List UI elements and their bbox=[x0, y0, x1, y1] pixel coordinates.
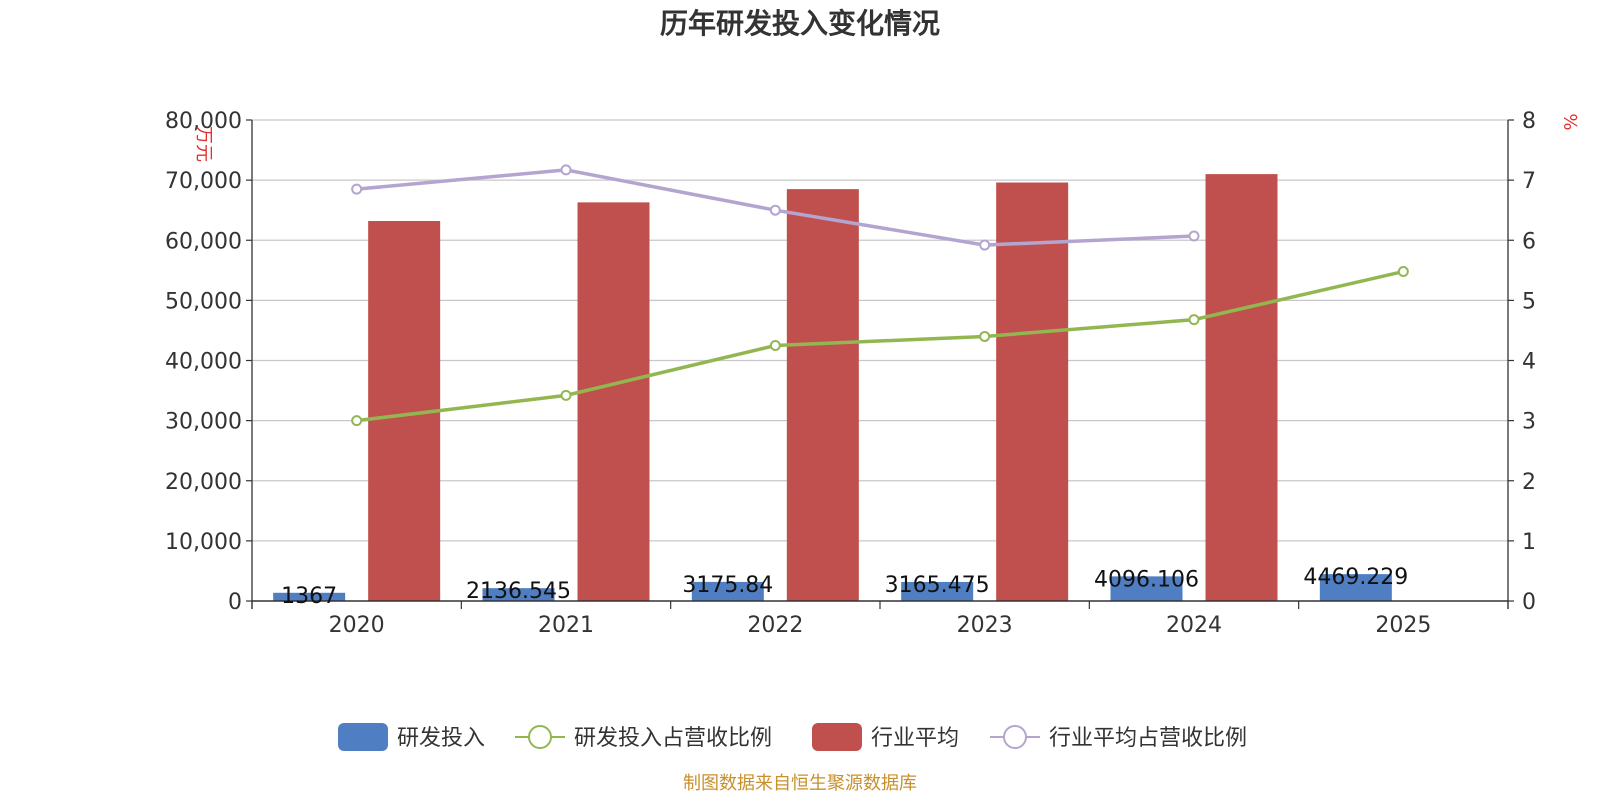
right-axis-tick-label: 5 bbox=[1522, 289, 1536, 314]
bars bbox=[273, 174, 1392, 602]
bar-2021 bbox=[577, 202, 650, 601]
line-point bbox=[351, 415, 363, 427]
bar-2023 bbox=[996, 182, 1069, 601]
chart-title: 历年研发投入变化情况 bbox=[660, 7, 940, 40]
data-label: 3175.84 bbox=[682, 573, 773, 598]
data-label: 4469.229 bbox=[1303, 565, 1408, 590]
left-axis-tick-label: 60,000 bbox=[165, 229, 242, 254]
bar-2020 bbox=[273, 592, 346, 601]
line-point bbox=[979, 239, 991, 251]
data-label: 3165.475 bbox=[885, 573, 990, 598]
left-axis-tick-label: 10,000 bbox=[165, 530, 242, 555]
bar-2023 bbox=[901, 581, 974, 601]
x-axis-tick-label: 2021 bbox=[538, 613, 594, 638]
legend-swatch bbox=[338, 723, 388, 751]
x-axis-tick-label: 2020 bbox=[329, 613, 385, 638]
line-point bbox=[1188, 314, 1200, 326]
left-axis-tick-label: 40,000 bbox=[165, 350, 242, 375]
bar-2022 bbox=[786, 189, 859, 602]
data-labels: 1367 2136.545 3175.84 3165.475 4096.106 4469.… bbox=[281, 565, 1408, 609]
right-axis-tick-label: 0 bbox=[1522, 590, 1536, 615]
series-line bbox=[356, 269, 1404, 423]
right-axis-tick-label: 3 bbox=[1522, 410, 1536, 435]
line-point bbox=[769, 339, 781, 351]
bar-2025 bbox=[1319, 574, 1392, 601]
line-point bbox=[1397, 266, 1409, 278]
left-axis-tick-label: 30,000 bbox=[165, 410, 242, 435]
bar-2022 bbox=[691, 581, 764, 601]
left-axis-tick-label: 0 bbox=[228, 590, 242, 615]
legend-label: 行业平均 bbox=[871, 726, 959, 751]
legend-label: 研发投入占营收比例 bbox=[574, 726, 772, 751]
right-axis-tick-label: 8 bbox=[1522, 109, 1536, 134]
source-note: 制图数据来自恒生聚源数据库 bbox=[683, 773, 917, 794]
x-axis-tick-label: 2023 bbox=[957, 613, 1013, 638]
left-axis-tick-label: 80,000 bbox=[165, 109, 242, 134]
legend-label: 研发投入 bbox=[397, 726, 485, 751]
x-axis-tick-label: 2024 bbox=[1166, 613, 1222, 638]
line-point bbox=[560, 164, 572, 176]
right-axis-tick-label: 2 bbox=[1522, 470, 1536, 495]
bar-2024 bbox=[1205, 174, 1278, 602]
legend-swatch-marker bbox=[528, 725, 552, 749]
right-axis-tick-label: 1 bbox=[1522, 530, 1536, 555]
line-point bbox=[560, 389, 572, 401]
legend-swatch-marker bbox=[1003, 725, 1027, 749]
legend-swatch bbox=[812, 723, 862, 751]
right-axis-tick-label: 6 bbox=[1522, 229, 1536, 254]
x-axis-tick-label: 2022 bbox=[747, 613, 803, 638]
right-axis-tick-label: 4 bbox=[1522, 350, 1536, 375]
left-axis-unit: 万元 bbox=[193, 126, 214, 162]
left-axis-tick-label: 70,000 bbox=[165, 169, 242, 194]
x-axis-tick-label: 2025 bbox=[1375, 613, 1431, 638]
axes: 0 10,000 20,000 30,000 40,000 50,000 60,000 70,… bbox=[165, 109, 1582, 638]
bar-2021 bbox=[482, 588, 555, 601]
line-point bbox=[351, 183, 363, 195]
legend-label: 行业平均占营收比例 bbox=[1049, 726, 1247, 751]
data-label: 1367 bbox=[281, 584, 337, 609]
line-point bbox=[769, 204, 781, 216]
line-point bbox=[979, 330, 991, 342]
bar-2024 bbox=[1110, 576, 1183, 601]
data-label: 4096.106 bbox=[1094, 567, 1199, 592]
right-axis-tick-label: 7 bbox=[1522, 169, 1536, 194]
left-axis-tick-label: 20,000 bbox=[165, 470, 242, 495]
lines bbox=[351, 164, 1409, 427]
left-axis-tick-label: 50,000 bbox=[165, 289, 242, 314]
right-axis-unit: % bbox=[1561, 113, 1582, 130]
line-point bbox=[1188, 230, 1200, 242]
legend: 研发投入 研发投入占营收比例 行业平均 行业平均占营收比例 bbox=[338, 723, 1247, 751]
data-label: 2136.545 bbox=[466, 579, 571, 604]
